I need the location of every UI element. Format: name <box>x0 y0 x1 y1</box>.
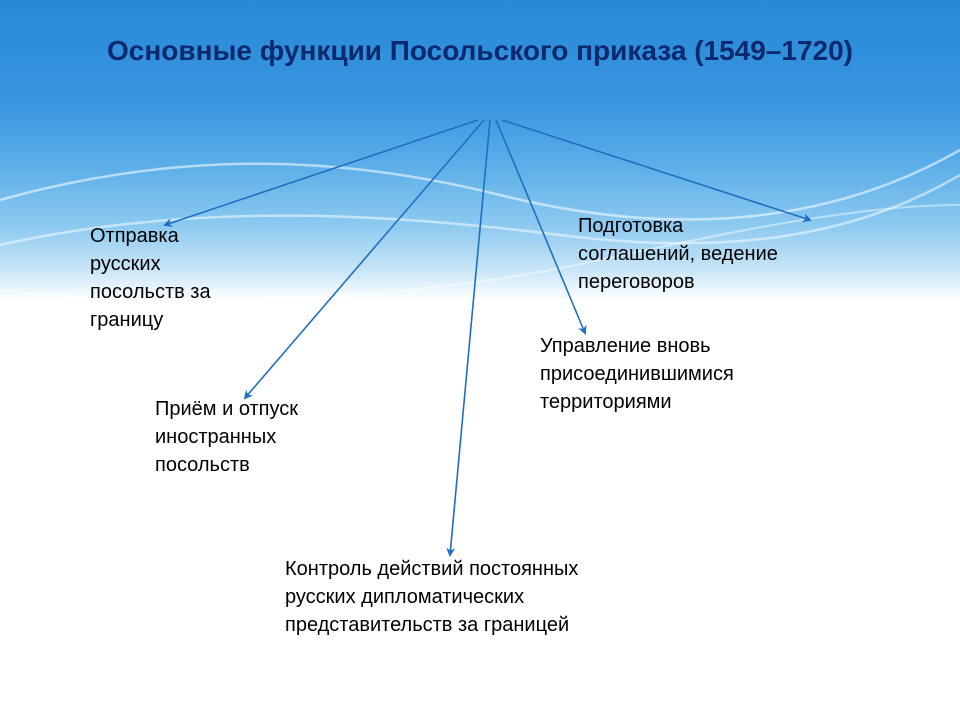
diagram-node-n1: Отправка русских посольств за границу <box>90 222 270 334</box>
arrow-n2 <box>245 120 484 398</box>
arrow-n4 <box>496 120 585 333</box>
diagram-node-n3: Контроль действий постоянных русских дип… <box>285 555 665 639</box>
arrow-n3 <box>450 120 490 555</box>
arrow-n5 <box>502 120 810 220</box>
diagram-title: Основные функции Посольского приказа (15… <box>0 32 960 70</box>
diagram-node-n2: Приём и отпуск иностранных посольств <box>155 395 375 479</box>
arrow-n1 <box>165 120 478 225</box>
diagram-node-n4: Управление вновь присоединившимися терри… <box>540 332 820 416</box>
diagram-node-n5: Подготовка соглашений, ведение переговор… <box>578 212 858 296</box>
